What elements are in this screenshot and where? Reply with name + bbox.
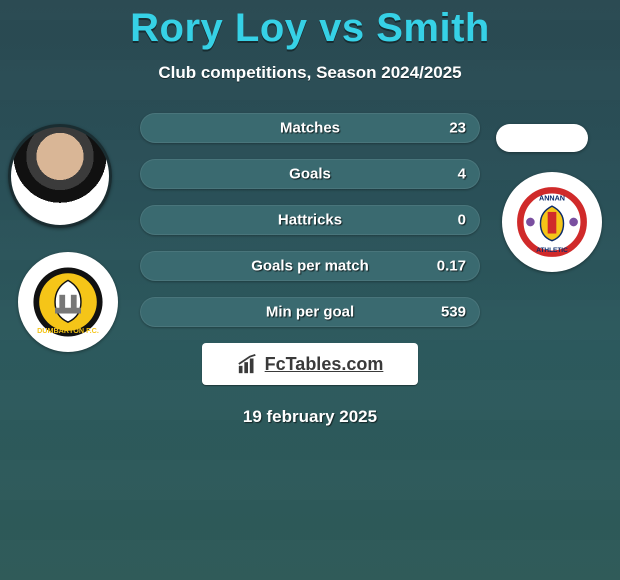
stat-label: Min per goal — [266, 304, 354, 321]
stats-list: Matches 23 Goals 4 Hattricks 0 Goals per… — [140, 113, 480, 327]
brand-link[interactable]: FcTables.com — [202, 343, 418, 385]
stat-right-value: 23 — [449, 120, 466, 137]
annan-crest-icon: ANNAN ATHLETIC — [516, 186, 588, 258]
club-left-crest: DUMBARTON F.C. — [18, 252, 118, 352]
stat-label: Matches — [280, 120, 340, 137]
stat-label: Hattricks — [278, 212, 342, 229]
card: Rory Loy vs Smith Club competitions, Sea… — [0, 0, 620, 580]
bar-chart-icon — [237, 353, 259, 375]
brand-text: FcTables.com — [265, 354, 384, 375]
stat-right-value: 539 — [441, 304, 466, 321]
stat-row-goals: Goals 4 — [140, 159, 480, 189]
player-right-avatar — [496, 124, 588, 152]
dumbarton-crest-icon: DUMBARTON F.C. — [32, 266, 104, 338]
svg-text:ANNAN: ANNAN — [539, 193, 565, 202]
svg-text:DUMBARTON F.C.: DUMBARTON F.C. — [37, 326, 99, 335]
svg-text:ATHLETIC: ATHLETIC — [536, 247, 568, 254]
subtitle: Club competitions, Season 2024/2025 — [0, 63, 620, 83]
stat-label: Goals per match — [251, 258, 369, 275]
stat-row-mpg: Min per goal 539 — [140, 297, 480, 327]
stat-right-value: 0 — [458, 212, 466, 229]
page-title: Rory Loy vs Smith — [0, 0, 620, 51]
stat-row-matches: Matches 23 — [140, 113, 480, 143]
stat-label: Goals — [289, 166, 331, 183]
stat-row-hattricks: Hattricks 0 — [140, 205, 480, 235]
stat-right-value: 0.17 — [437, 258, 466, 275]
stat-right-value: 4 — [458, 166, 466, 183]
stat-row-gpm: Goals per match 0.17 — [140, 251, 480, 281]
date-label: 19 february 2025 — [0, 407, 620, 427]
player-left-avatar — [8, 124, 112, 228]
club-right-crest: ANNAN ATHLETIC — [502, 172, 602, 272]
